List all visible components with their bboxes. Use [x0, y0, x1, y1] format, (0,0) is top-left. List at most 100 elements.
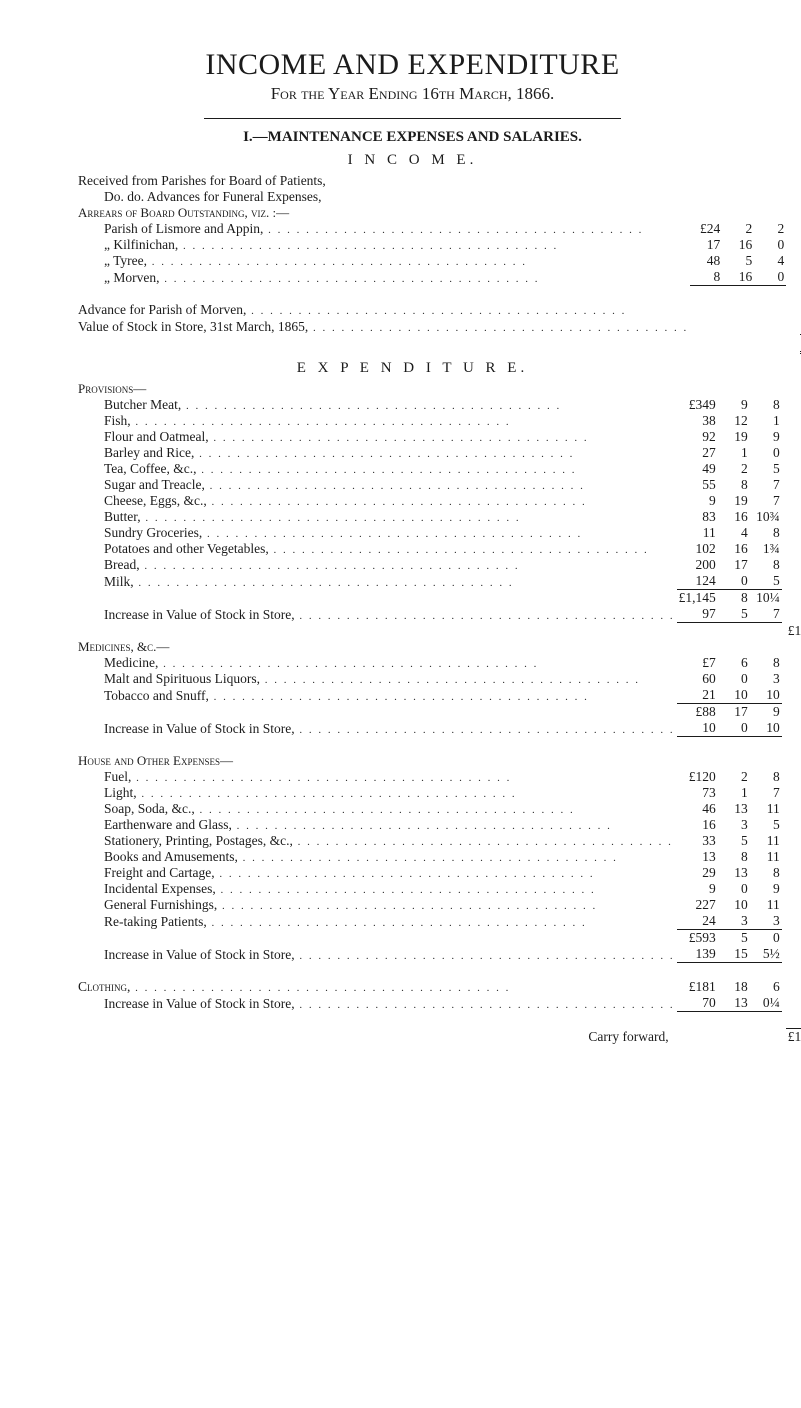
label: Butter, — [76, 509, 677, 525]
amt: 38 — [677, 413, 718, 429]
amt: 11 — [750, 897, 782, 913]
amt: 5 — [750, 817, 782, 833]
clothing-increase: Increase in Value of Stock in Store, 70 … — [76, 995, 801, 1012]
amt: 4 — [718, 525, 750, 541]
amt: 7 — [750, 785, 782, 801]
label: Barley and Rice, — [76, 445, 677, 461]
provisions-row: Fish,38121 — [76, 413, 801, 429]
medicines-increase: Increase in Value of Stock in Store, 10 … — [76, 720, 801, 737]
amt: 16 — [718, 541, 750, 557]
label: Tobacco and Snuff, — [76, 687, 677, 704]
label: Tea, Coffee, &c., — [76, 461, 677, 477]
house-row: Re-taking Patients,2433 — [76, 913, 801, 930]
label: Stationery, Printing, Postages, &c., — [76, 833, 677, 849]
medicines-row: Medicine,£768 — [76, 655, 801, 671]
amt: 8 — [750, 557, 782, 573]
row-stock-1865: Value of Stock in Store, 31st March, 186… — [76, 318, 801, 335]
amt: 11 — [750, 833, 782, 849]
amt: 13 — [718, 865, 750, 881]
amt: 16 — [718, 509, 750, 525]
income-head: I N C O M E. — [76, 152, 749, 169]
house-increase: Increase in Value of Stock in Store, 139… — [76, 946, 801, 963]
label: General Furnishings, — [76, 897, 677, 913]
amt: 227 — [677, 897, 718, 913]
amt: 10 — [718, 687, 750, 704]
provisions-row: Sundry Groceries,1148 — [76, 525, 801, 541]
amt: 83 — [677, 509, 718, 525]
label: Medicine, — [76, 655, 677, 671]
provisions-row: Butter,831610¾ — [76, 509, 801, 525]
label: Butcher Meat, — [76, 397, 677, 413]
amt: 9 — [677, 493, 718, 509]
house-subtotal: £593 5 0 — [76, 930, 801, 946]
amt: £7 — [677, 655, 718, 671]
amt: 33 — [677, 833, 718, 849]
amt: 102 — [677, 541, 718, 557]
rule — [204, 118, 621, 119]
label: Sugar and Treacle, — [76, 477, 677, 493]
label: „ Tyree, — [76, 253, 690, 269]
amt: 12 — [718, 413, 750, 429]
label: Parish of Lismore and Appin, — [76, 221, 690, 237]
amt: 27 — [677, 445, 718, 461]
amt: 1 — [718, 445, 750, 461]
amt: 5 — [750, 461, 782, 477]
amt: 8 — [750, 865, 782, 881]
provisions-increase: Increase in Value of Stock in Store, 97 … — [76, 606, 801, 623]
medicines-subtotal: £88 17 9 — [76, 704, 801, 720]
provisions-row: Cheese, Eggs, &c.,9197 — [76, 493, 801, 509]
amt: 8 — [718, 477, 750, 493]
amt: 8 — [718, 849, 750, 865]
row-advance-morven: Advance for Parish of Morven, 0 10 0 — [76, 302, 801, 318]
label: Arrears of Board Outstanding, viz. :— — [76, 205, 690, 221]
clothing-head: Clothing, £181 18 6 — [76, 979, 801, 995]
amt: 3 — [750, 671, 782, 687]
row-kilfinichan: „ Kilfinichan, 17 16 0 — [76, 237, 801, 253]
amt: 2 — [718, 769, 750, 785]
row-arrears-head: Arrears of Board Outstanding, viz. :— — [76, 205, 801, 221]
section-head: I.—MAINTENANCE EXPENSES AND SALARIES. — [76, 129, 749, 146]
amt: 0 — [718, 881, 750, 897]
amt: 200 — [677, 557, 718, 573]
provisions-row: Sugar and Treacle,5587 — [76, 477, 801, 493]
label: Books and Amusements, — [76, 849, 677, 865]
rule — [76, 353, 801, 355]
row-arrears-total: 98 19 6 — [76, 286, 801, 302]
label: Soap, Soda, &c., — [76, 801, 677, 817]
amt: 16 — [677, 817, 718, 833]
amt: 10 — [750, 687, 782, 704]
amt-l: £24 — [690, 221, 722, 237]
amt: 7 — [750, 493, 782, 509]
house-row: General Furnishings,2271011 — [76, 897, 801, 913]
page-subtitle: For the Year Ending 16th March, 1866. — [76, 84, 749, 104]
expenditure-head: E X P E N D I T U R E. — [76, 360, 749, 377]
provisions-row: Milk,12405 — [76, 573, 801, 590]
amt: 6 — [718, 655, 750, 671]
amt: 46 — [677, 801, 718, 817]
amt: 8 — [750, 397, 782, 413]
label: Sundry Groceries, — [76, 525, 677, 541]
label: Re-taking Patients, — [76, 913, 677, 930]
label: Milk, — [76, 573, 677, 590]
amt: 9 — [718, 397, 750, 413]
amt: 8 — [750, 655, 782, 671]
house-head: House and Other Expenses— — [76, 753, 801, 769]
amt: 24 — [677, 913, 718, 930]
amt: 2 — [718, 461, 750, 477]
expenditure-table: Provisions— Butcher Meat,£34998Fish,3812… — [76, 381, 801, 1045]
label: Flour and Oatmeal, — [76, 429, 677, 445]
provisions-row: Potatoes and other Vegetables,102161¾ — [76, 541, 801, 557]
amt: 17 — [718, 557, 750, 573]
house-row: Light,7317 — [76, 785, 801, 801]
amt: 9 — [750, 881, 782, 897]
label: Freight and Cartage, — [76, 865, 677, 881]
amt: 1 — [750, 413, 782, 429]
amt: 60 — [677, 671, 718, 687]
amt: 11 — [677, 525, 718, 541]
medicines-row: Tobacco and Snuff,211010 — [76, 687, 801, 704]
amt: 49 — [677, 461, 718, 477]
provisions-row: Tea, Coffee, &c.,4925 — [76, 461, 801, 477]
house-row: Fuel,£12028 — [76, 769, 801, 785]
amt: 55 — [677, 477, 718, 493]
amt: 11 — [750, 801, 782, 817]
